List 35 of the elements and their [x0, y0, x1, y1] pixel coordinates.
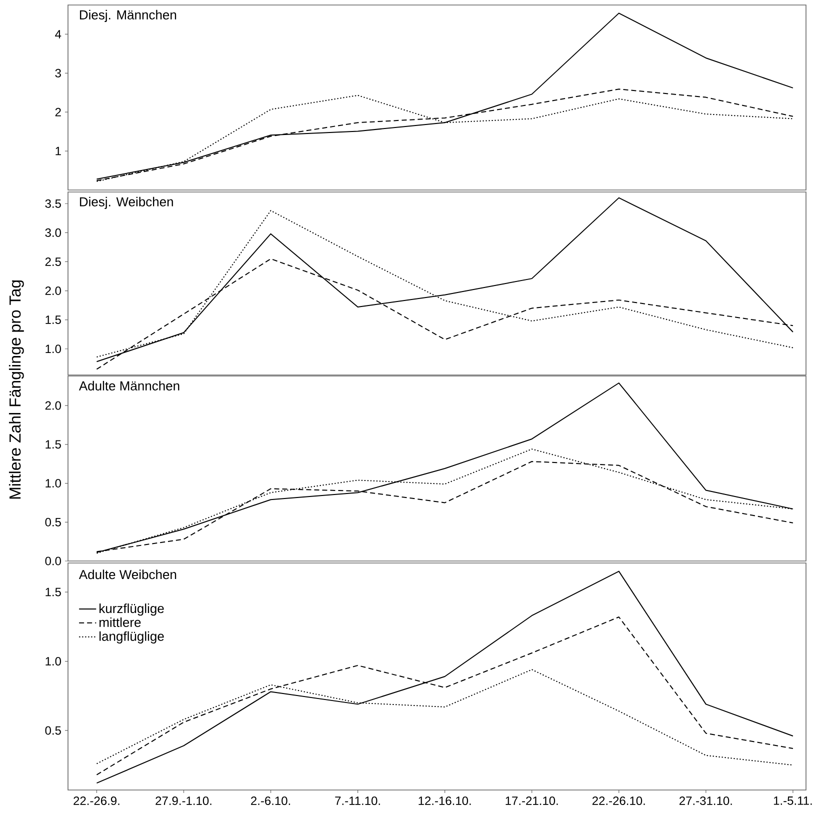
y-tick-label: 3.0	[45, 228, 62, 237]
x-tick-label: 1.-5.11.	[774, 796, 812, 805]
x-tick-label: 17.-21.10.	[506, 796, 558, 806]
y-tick-label: 1.5	[46, 588, 61, 596]
legend-label: langflüglige	[100, 631, 164, 644]
x-tick-label: 27.9.-1.10.	[156, 796, 212, 806]
y-tick-label: 2.0	[45, 401, 62, 410]
x-tick-label: 12.-16.10.	[418, 796, 471, 806]
chart-title: Diesj. Weibchen	[80, 196, 173, 209]
y-tick-label: 1.5	[46, 316, 61, 324]
chart-title: Adulte Weibchen	[78, 570, 176, 580]
x-tick-label: 2.-6.10.	[251, 796, 290, 806]
y-axis-title: Mittlere Zahl Fänglinge pro Tag	[8, 280, 24, 499]
y-tick-label: 2.5	[45, 257, 61, 266]
y-tick-label: 1.5	[46, 440, 61, 449]
y-tick-label: 0.5	[45, 726, 61, 735]
y-tick-label: 1.0	[46, 344, 62, 354]
y-tick-label: 3	[55, 68, 61, 78]
y-tick-label: 1.0	[46, 657, 62, 666]
chart-title: Adulte Männchen	[78, 380, 180, 390]
x-tick-label: 27.-31.10.	[679, 796, 732, 806]
y-tick-label: 1	[56, 146, 61, 156]
legend-label: mittlere	[100, 617, 141, 627]
x-tick-label: 7.-11.10.	[335, 796, 380, 806]
legend-label: kurzflüglige	[100, 604, 164, 616]
x-tick-label: 22.-26.9.	[74, 796, 120, 806]
chart-title: Diesj. Männchen	[80, 10, 176, 22]
y-tick-label: 2	[55, 108, 61, 116]
y-tick-label: 0.0	[45, 556, 62, 566]
y-tick-label: 4	[55, 30, 62, 38]
y-tick-label: 3.5	[45, 199, 61, 208]
x-tick-label: 22.-26.10.	[592, 796, 645, 806]
y-tick-label: 1.0	[46, 479, 62, 488]
y-tick-label: 0.5	[45, 518, 61, 526]
y-tick-label: 2.0	[45, 286, 62, 296]
